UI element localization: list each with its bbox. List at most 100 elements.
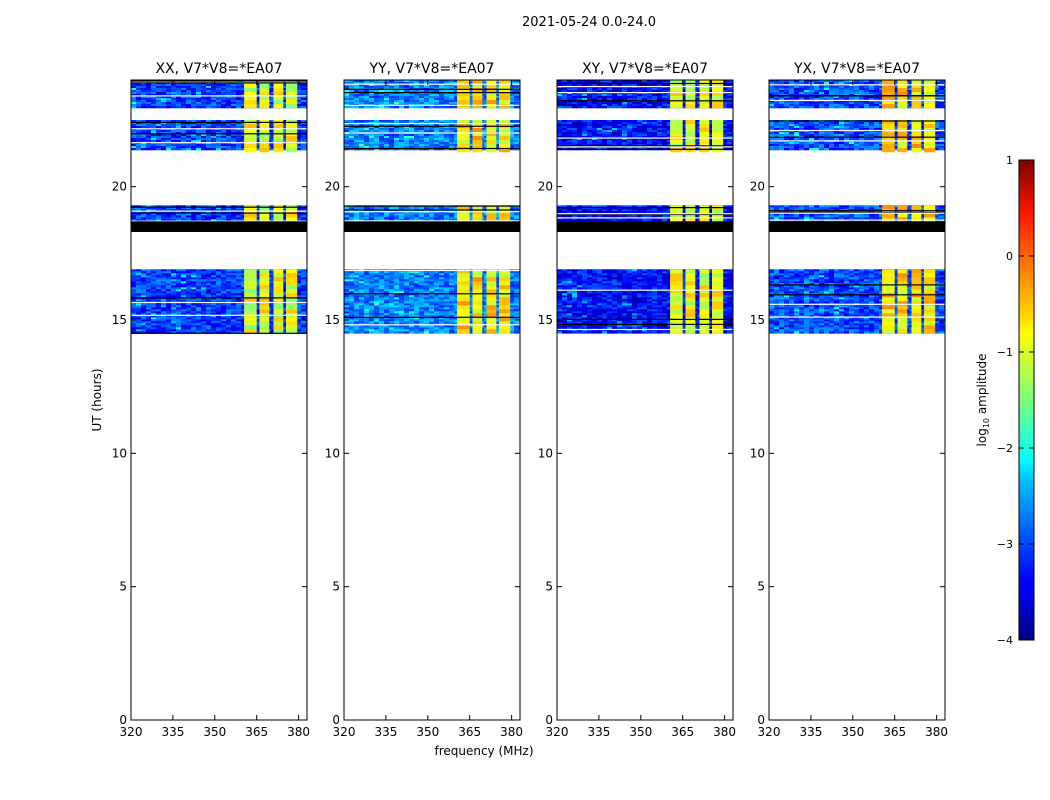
rfi-channel-block xyxy=(924,144,936,149)
rfi-channel-block xyxy=(712,148,724,153)
rfi-channel-block xyxy=(670,281,683,286)
rfi-channel-block xyxy=(486,84,497,89)
rfi-channel-block xyxy=(882,140,895,145)
rfi-channel-block xyxy=(685,209,696,214)
panel-3: XY, V7*V8=*EA07 320 335 350 365 380 0 5 10 15 20 xyxy=(538,61,736,739)
rfi-channel-block xyxy=(924,132,936,137)
figure-title: 2021-05-24 0.0-24.0 xyxy=(522,15,656,30)
rfi-channel-block xyxy=(259,321,270,326)
rfi-channel-block xyxy=(499,277,511,282)
rfi-channel-block xyxy=(472,305,483,310)
flag-line xyxy=(769,95,945,97)
rfi-channel-block xyxy=(499,321,511,326)
flag-line xyxy=(131,81,307,83)
rfi-channel-block xyxy=(244,217,257,222)
rfi-channel-block xyxy=(273,128,284,133)
colorbar-label-log: log xyxy=(975,428,989,446)
rfi-channel-block xyxy=(712,100,724,105)
rfi-channel-block xyxy=(911,273,922,278)
flag-line xyxy=(344,316,520,318)
rfi-channel-block xyxy=(924,277,936,282)
rfi-channel-block xyxy=(486,329,497,334)
rfi-channel-block xyxy=(670,96,683,101)
rfi-channel-block xyxy=(924,325,936,330)
rfi-channel-block xyxy=(286,128,298,133)
rfi-channel-block xyxy=(712,313,724,318)
rfi-channel-block xyxy=(286,100,298,105)
rfi-channel-block xyxy=(685,289,696,294)
rfi-channel-block xyxy=(924,92,936,97)
rfi-channel-block xyxy=(924,321,936,326)
flag-line xyxy=(344,104,520,106)
rfi-channel-block xyxy=(244,148,257,153)
x-tick-label: 350 xyxy=(841,725,864,739)
rfi-channel-block xyxy=(259,124,270,129)
flag-line xyxy=(769,136,945,138)
rfi-channel-block xyxy=(670,273,683,278)
rfi-channel-block xyxy=(685,277,696,282)
rfi-channel-block xyxy=(897,297,908,302)
rfi-channel-block xyxy=(685,120,696,125)
rfi-channel-block xyxy=(911,136,922,141)
flag-line xyxy=(131,297,307,299)
rfi-channel-block xyxy=(699,128,710,133)
rfi-channel-block xyxy=(670,301,683,306)
rfi-channel-block xyxy=(699,96,710,101)
rfi-channel-block xyxy=(286,309,298,314)
rfi-channel-block xyxy=(457,88,470,93)
rfi-channel-block xyxy=(882,277,895,282)
rfi-channel-block xyxy=(924,100,936,105)
rfi-channel-block xyxy=(911,277,922,282)
rfi-channel-block xyxy=(259,104,270,109)
flagged-band xyxy=(557,221,733,232)
rfi-channel-block xyxy=(685,96,696,101)
panel-frame xyxy=(768,79,946,721)
rfi-channel-block xyxy=(457,321,470,326)
rfi-channel-block xyxy=(286,136,298,141)
rfi-channel-block xyxy=(924,301,936,306)
rfi-channel-block xyxy=(286,301,298,306)
rfi-channel-block xyxy=(472,84,483,89)
flag-line xyxy=(344,92,520,94)
y-tick-label: 10 xyxy=(538,446,553,460)
rfi-channel-block xyxy=(499,144,511,149)
rfi-channel-block xyxy=(499,140,511,145)
rfi-channel-block xyxy=(486,128,497,133)
rfi-channel-block xyxy=(699,305,710,310)
rfi-channel-block xyxy=(244,321,257,326)
rfi-channel-block xyxy=(882,205,895,210)
rfi-channel-block xyxy=(911,120,922,125)
colorbar: 10−1−2−3−4 log10 amplitude xyxy=(975,154,1035,647)
rfi-channel-block xyxy=(244,104,257,109)
rfi-channel-block xyxy=(897,132,908,137)
panel-title: YX, V7*V8=*EA07 xyxy=(793,61,920,77)
rfi-channel-block xyxy=(244,144,257,149)
rfi-channel-block xyxy=(699,329,710,334)
rfi-channel-block xyxy=(273,301,284,306)
y-tick-label: 10 xyxy=(325,446,340,460)
rfi-channel-block xyxy=(457,317,470,322)
rfi-channel-block xyxy=(259,148,270,153)
rfi-channel-block xyxy=(699,277,710,282)
rfi-channel-block xyxy=(457,305,470,310)
rfi-channel-block xyxy=(685,104,696,109)
panel-frame xyxy=(343,79,521,721)
rfi-channel-block xyxy=(699,273,710,278)
rfi-channel-block xyxy=(486,305,497,310)
panel-image xyxy=(769,80,945,334)
rfi-channel-block xyxy=(486,120,497,125)
rfi-channel-block xyxy=(244,88,257,93)
rfi-channel-block xyxy=(259,100,270,105)
rfi-channel-block xyxy=(499,317,511,322)
rfi-channel-block xyxy=(699,285,710,290)
rfi-channel-block xyxy=(911,148,922,153)
flag-line xyxy=(557,207,733,209)
rfi-channel-block xyxy=(685,213,696,218)
rfi-channel-block xyxy=(911,297,922,302)
rfi-channel-block xyxy=(882,104,895,109)
rfi-channel-block xyxy=(712,281,724,286)
flag-line xyxy=(769,140,945,142)
colorbar-gradient xyxy=(1018,159,1035,641)
rfi-channel-block xyxy=(699,321,710,326)
